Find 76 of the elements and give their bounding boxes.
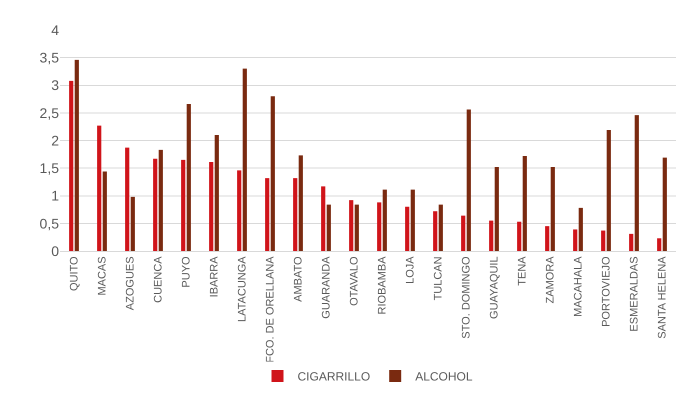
bar bbox=[181, 160, 186, 251]
bar bbox=[634, 115, 639, 251]
x-tick-label: IBARRA bbox=[208, 256, 221, 298]
y-tick-label: 0 bbox=[51, 242, 60, 259]
bar bbox=[186, 104, 191, 251]
bar bbox=[74, 60, 79, 251]
legend-label: ALCOHOL bbox=[415, 370, 473, 384]
x-tick-label: MACAS bbox=[96, 256, 109, 296]
bar bbox=[102, 171, 107, 251]
bar bbox=[265, 178, 270, 251]
bar bbox=[214, 134, 219, 251]
bar bbox=[461, 216, 466, 251]
bar bbox=[466, 110, 471, 251]
x-tick-label: TULCAN bbox=[432, 256, 445, 300]
y-tick-label: 4 bbox=[51, 22, 60, 38]
x-tick-label: RIOBAMBA bbox=[376, 256, 389, 314]
bar bbox=[662, 158, 667, 251]
bar bbox=[545, 226, 550, 251]
bar bbox=[153, 158, 158, 251]
x-tick-label: CUENCA bbox=[152, 256, 165, 303]
bar bbox=[657, 238, 662, 251]
x-tick-label: ZAMORA bbox=[544, 256, 557, 304]
bar bbox=[377, 202, 382, 251]
bar bbox=[601, 230, 606, 251]
x-tick-label: OTAVALO bbox=[348, 256, 361, 306]
bar bbox=[410, 190, 415, 251]
x-tick-label: GUARANDA bbox=[320, 256, 333, 319]
bar bbox=[522, 156, 527, 251]
x-tick-label: PORTOVIEJO bbox=[600, 256, 613, 327]
bar bbox=[130, 196, 135, 251]
bar bbox=[349, 200, 354, 251]
y-tick-label: 3 bbox=[51, 77, 60, 94]
bar bbox=[578, 208, 583, 251]
x-tick-label: TENA bbox=[516, 256, 529, 286]
bar bbox=[438, 204, 443, 251]
y-tick-label: 2 bbox=[51, 132, 60, 148]
bar bbox=[629, 234, 634, 251]
x-tick-label: SANTA HELENA bbox=[656, 256, 669, 339]
y-tick-label: 0,5 bbox=[40, 215, 60, 232]
bar bbox=[293, 178, 298, 251]
bar bbox=[298, 155, 303, 251]
x-tick-label: GUAYAQUIL bbox=[488, 256, 501, 319]
x-tick-label: LOJA bbox=[404, 256, 417, 284]
y-tick-label: 3,5 bbox=[40, 50, 60, 66]
bar bbox=[433, 211, 438, 251]
x-tick-label: PUYO bbox=[180, 256, 193, 288]
x-tick-label: MACAHALA bbox=[572, 256, 585, 317]
bar bbox=[237, 170, 242, 251]
x-tick-label: AZOGUES bbox=[124, 256, 137, 310]
bar bbox=[517, 222, 522, 251]
bar bbox=[209, 162, 214, 251]
legend-label: CIGARRILLO bbox=[298, 370, 370, 384]
bar bbox=[405, 206, 410, 251]
y-tick-label: 1 bbox=[51, 188, 60, 204]
bar bbox=[606, 130, 611, 251]
bar bbox=[573, 229, 578, 251]
bar bbox=[270, 96, 275, 251]
x-tick-label: STO. DOMINGO bbox=[460, 256, 473, 339]
bar bbox=[158, 150, 163, 251]
bar bbox=[382, 190, 387, 251]
x-tick-label: QUITO bbox=[68, 256, 81, 292]
x-tick-label: ESMERALDAS bbox=[628, 256, 641, 332]
x-tick-label: LATACUNGA bbox=[236, 256, 249, 322]
bar bbox=[321, 186, 326, 251]
bar bbox=[494, 167, 499, 251]
bar bbox=[125, 148, 130, 251]
bar bbox=[326, 204, 331, 251]
bar bbox=[97, 126, 102, 251]
y-tick-label: 2,5 bbox=[40, 104, 60, 121]
bar bbox=[69, 80, 74, 251]
bar bbox=[489, 220, 494, 251]
y-tick-label: 1,5 bbox=[40, 160, 60, 176]
bar bbox=[354, 204, 359, 251]
bar bbox=[242, 68, 247, 251]
x-tick-label: AMBATO bbox=[292, 256, 305, 302]
bar bbox=[550, 167, 555, 251]
